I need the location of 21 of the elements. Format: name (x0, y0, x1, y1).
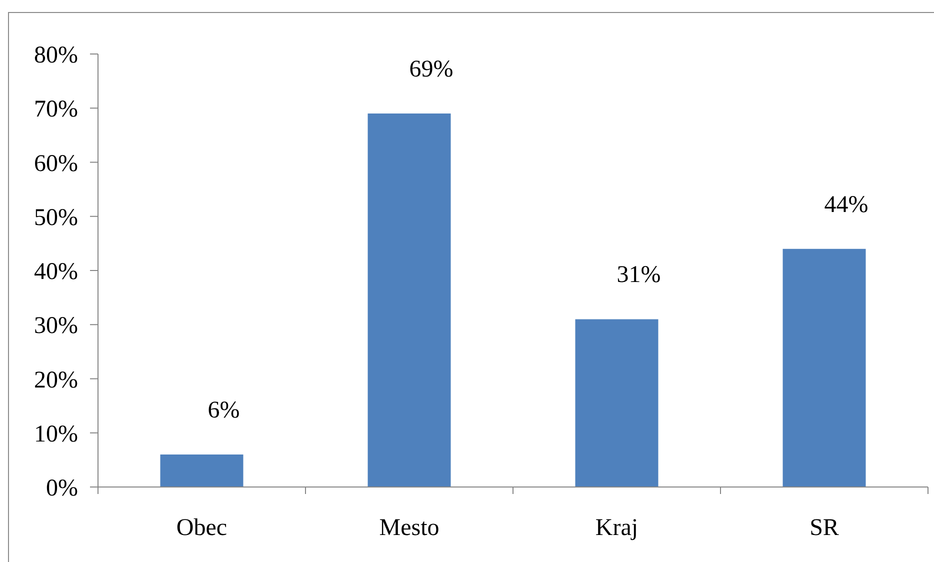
bar (782, 248, 866, 487)
y-tick-label: 20% (34, 367, 78, 394)
bar (368, 114, 451, 487)
bar (160, 454, 244, 487)
x-tick-label: Obec (176, 515, 228, 541)
x-tick-label: SR (810, 515, 839, 541)
y-tick-label: 70% (34, 96, 78, 123)
x-tick-label: Mesto (379, 515, 440, 541)
data-label: 69% (409, 56, 454, 83)
x-tick-label: Kraj (595, 515, 638, 541)
data-label: 31% (616, 262, 661, 288)
y-tick-label: 10% (34, 421, 78, 448)
y-tick-label: 30% (34, 313, 78, 340)
y-tick-label: 80% (34, 42, 78, 69)
data-label: 6% (208, 398, 240, 424)
data-label: 44% (824, 192, 868, 218)
y-tick-label: 40% (34, 259, 78, 286)
y-tick-label: 0% (46, 476, 78, 502)
bar (575, 319, 658, 487)
y-tick-label: 50% (34, 204, 78, 231)
y-tick-label: 60% (34, 150, 78, 177)
